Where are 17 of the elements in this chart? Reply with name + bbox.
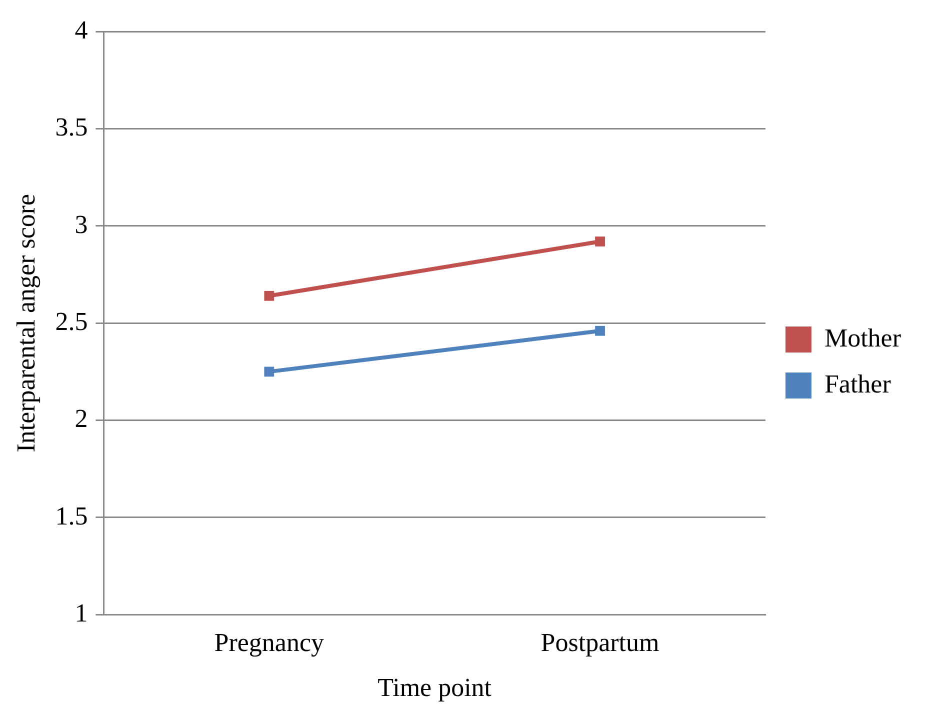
point: [264, 366, 274, 377]
x-tick-label: Postpartum: [540, 628, 660, 658]
y-tick-label: 4: [74, 15, 88, 44]
x-axis-title: Time point: [378, 673, 492, 702]
legend-label: Mother: [824, 323, 902, 352]
legend-label: Father: [824, 369, 892, 398]
y-tick-label: 3.5: [55, 112, 88, 142]
y-tick-label: 1.5: [55, 501, 88, 530]
point: [595, 236, 605, 246]
y-axis-title: Interparental anger score: [11, 194, 40, 452]
point: [264, 290, 274, 301]
y-tick-label: 2: [74, 404, 88, 434]
x-tick-label: Pregnancy: [214, 628, 324, 658]
y-tick-label: 1: [74, 598, 88, 628]
point: [595, 326, 605, 336]
y-tick-label: 2.5: [55, 306, 88, 336]
y-tick-label: 3: [74, 210, 88, 239]
